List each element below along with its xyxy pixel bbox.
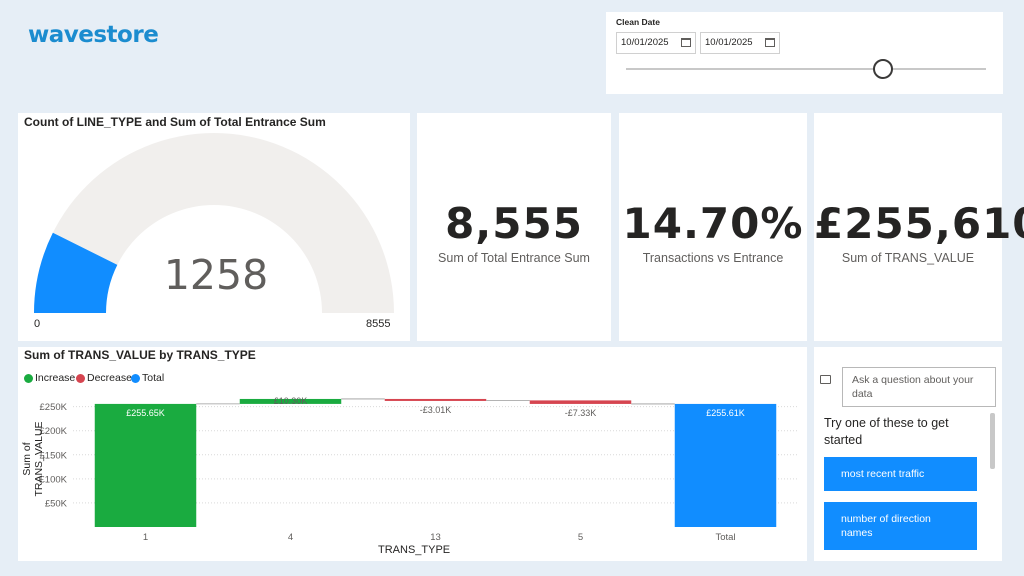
y-axis-title: Sum of TRANS_VALUE [21,421,45,497]
calendar-icon[interactable] [681,38,691,47]
x-tick-label: 5 [578,532,583,543]
gauge-min-label: 0 [34,318,41,330]
kpi-card-trans-value: £255,610 Sum of TRANS_VALUE [814,113,1024,341]
slicer-title: Clean Date [616,17,660,27]
y-tick-label: £150K [40,450,68,461]
waterfall-title: Sum of TRANS_VALUE by TRANS_TYPE [24,348,256,362]
x-tick-label: 13 [430,532,441,543]
kpi-value: 14.70% [622,199,804,248]
kpi-label: Sum of TRANS_VALUE [841,251,975,265]
gauge-max-label: 8555 [366,318,391,330]
kpi-card-entrance-sum: 8,555 Sum of Total Entrance Sum [417,113,611,341]
qa-suggestion-button[interactable]: number of direction names [824,502,977,550]
kpi-value: £255,610 [814,199,1024,248]
legend-label: Decrease [87,372,132,384]
x-tick-label: Total [715,532,735,543]
start-date-value: 10/01/2025 [621,37,669,48]
data-label: -£7.33K [565,408,597,418]
date-slicer: Clean Date 10/01/2025 10/01/2025 [606,12,1003,94]
waterfall-bar [529,400,632,404]
waterfall-chart: £50K £100K £150K £200K £250K £255.65K 1 £10.30K… [40,396,798,543]
legend-item-decrease[interactable]: Decrease [76,372,132,384]
start-date-input[interactable]: 10/01/2025 [616,32,696,54]
qa-scrollbar[interactable] [990,413,995,469]
legend-item-increase[interactable]: Increase [24,372,75,384]
waterfall-bar [239,398,342,404]
y-tick-label: £200K [40,426,68,437]
kpi-label: Transactions vs Entrance [642,251,784,265]
waterfall-card: Sum of TRANS_VALUE by TRANS_TYPE Increas… [18,347,807,561]
legend-label: Increase [35,372,76,384]
y-tick-label: £250K [40,402,68,413]
data-label: £10.30K [274,396,308,406]
y-tick-label: £100K [40,474,68,485]
date-slider-handle[interactable] [873,59,893,79]
qa-visual: Ask a question about your data Try one o… [814,347,1002,561]
legend-dot [24,373,33,383]
x-tick-label: 4 [288,532,293,543]
chat-icon [820,375,831,384]
data-label: £255.65K [126,408,165,418]
kpi-value: 8,555 [445,199,583,248]
legend-item-total[interactable]: Total [131,372,164,384]
qa-question-input[interactable]: Ask a question about your data [842,367,996,407]
gauge-value: 1258 [163,251,269,299]
legend-label: Total [142,372,165,384]
gauge-chart [34,133,394,313]
legend-dot [131,373,140,383]
qa-suggestion-button[interactable]: most recent traffic [824,457,977,491]
waterfall-bar [674,403,777,527]
gauge-title: Count of LINE_TYPE and Sum of Total Entr… [24,115,326,129]
calendar-icon[interactable] [765,38,775,47]
gauge-card: Count of LINE_TYPE and Sum of Total Entr… [18,113,410,341]
qa-prompt-text: Try one of these to get started [824,416,949,447]
x-axis-title: TRANS_TYPE [378,544,451,556]
data-label: -£3.01K [420,405,452,415]
legend-dot [76,373,85,383]
waterfall-bar [94,403,197,527]
end-date-input[interactable]: 10/01/2025 [700,32,780,54]
date-slider-track[interactable] [626,68,986,70]
x-tick-label: 1 [143,532,148,543]
data-label: £255.61K [706,408,745,418]
waterfall-bar [384,398,487,401]
wavestore-logo: wavestore [28,22,159,48]
kpi-card-transactions-vs-entrance: 14.70% Transactions vs Entrance [619,113,807,341]
kpi-label: Sum of Total Entrance Sum [438,251,590,265]
gauge-fill [34,232,118,313]
gauge-track [34,133,394,313]
y-tick-label: £50K [45,498,68,509]
end-date-value: 10/01/2025 [705,37,753,48]
